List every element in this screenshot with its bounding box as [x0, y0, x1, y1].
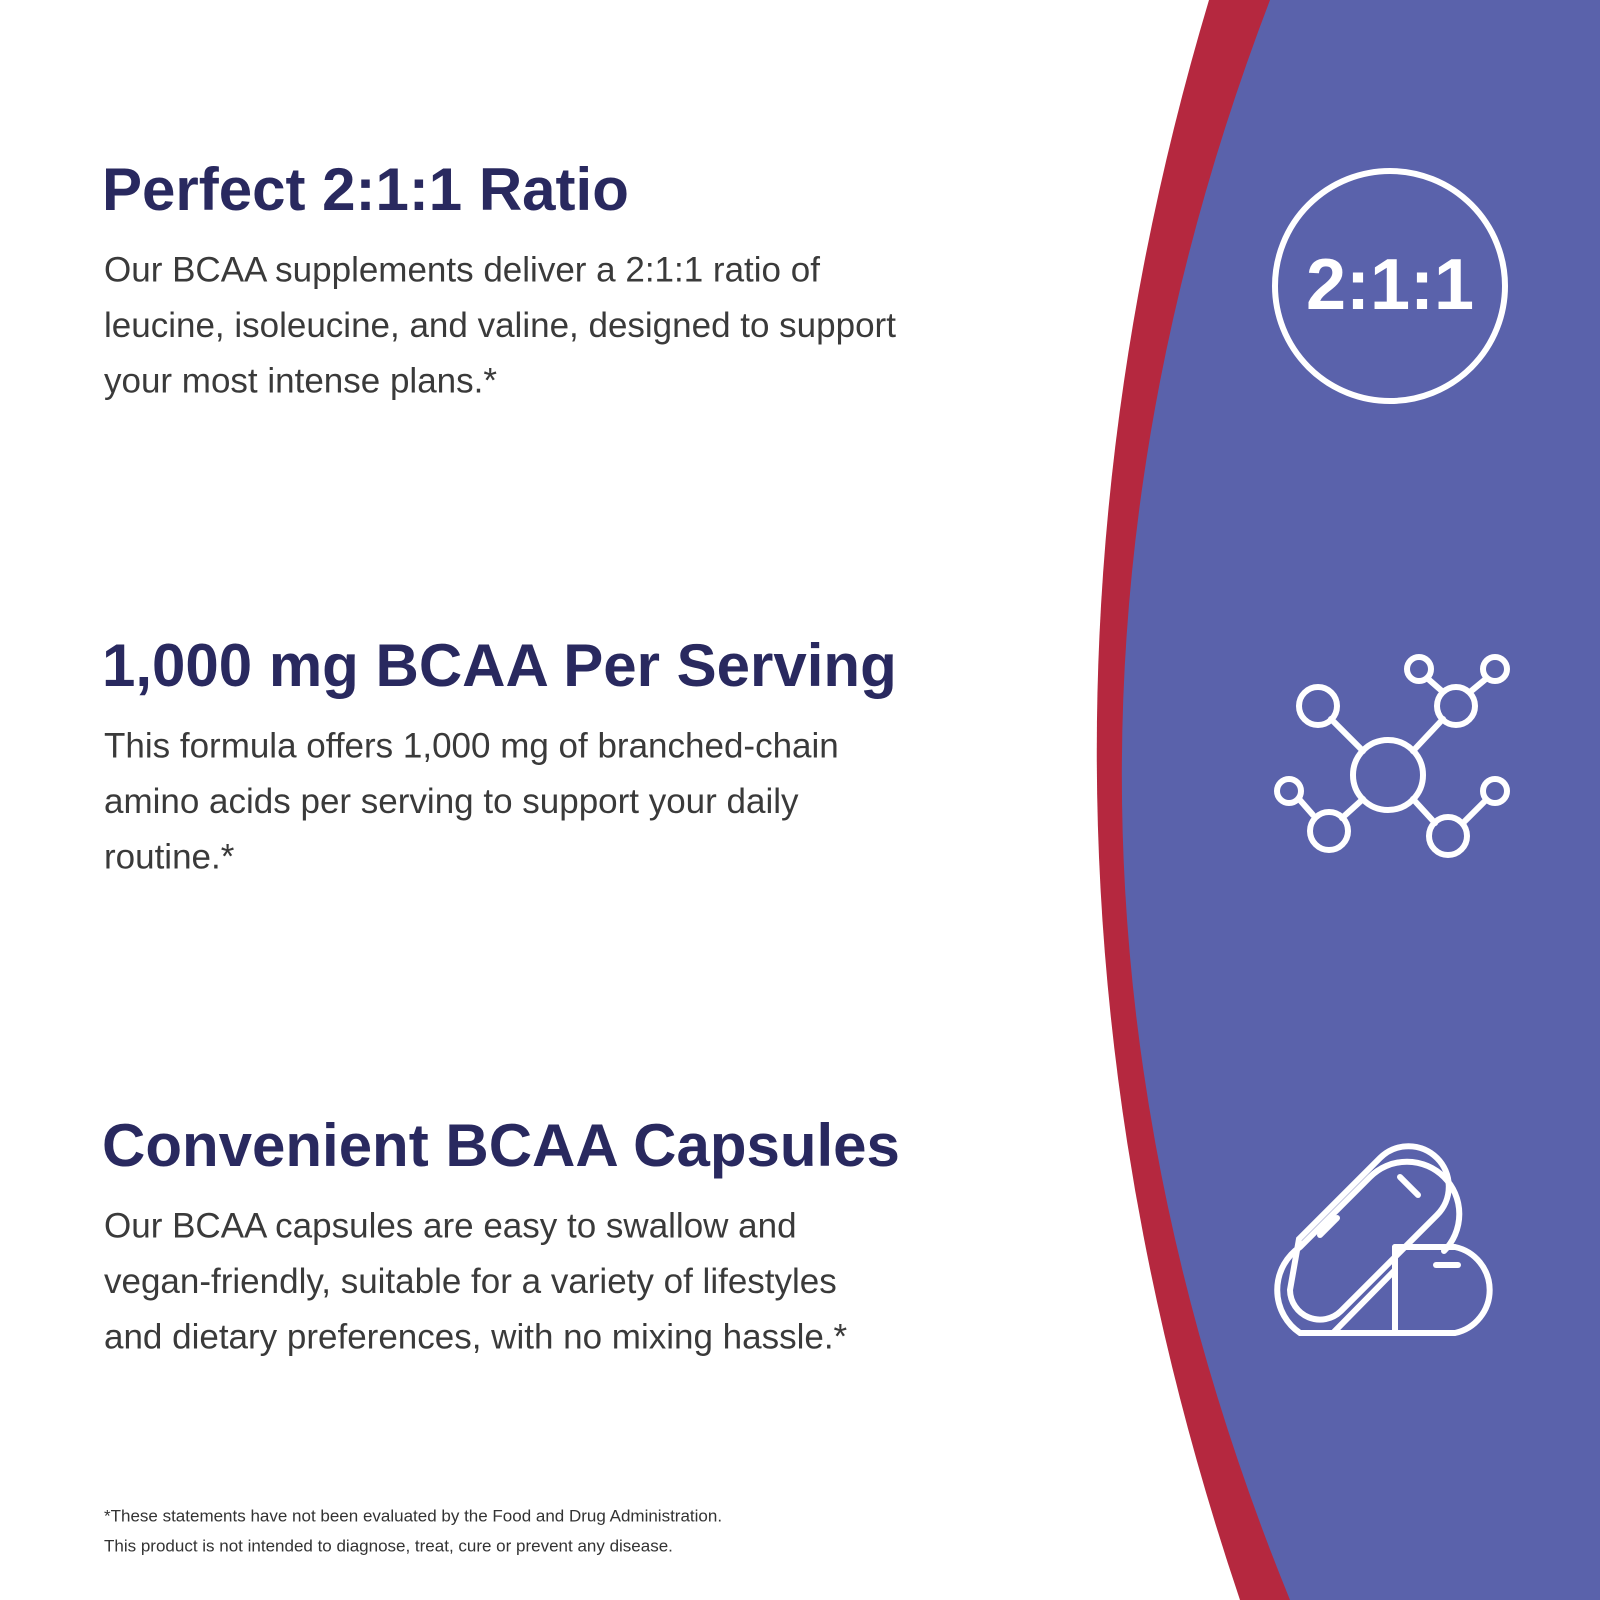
disclaimer-line: This product is not intended to diagnose…	[104, 1536, 673, 1555]
feature-title: Convenient BCAA Capsules	[102, 1112, 900, 1179]
feature-title: 1,000 mg BCAA Per Serving	[102, 632, 897, 699]
feature: Convenient BCAA Capsules Our BCAA capsule…	[102, 1112, 900, 1356]
feature-body-line: This formula offers 1,000 mg of branched…	[104, 726, 839, 765]
feature-body-line: Our BCAA supplements deliver a 2:1:1 rat…	[104, 250, 820, 289]
feature-list: Perfect 2:1:1 Ratio Our BCAA supplements …	[102, 156, 900, 1356]
ratio-circle	[1272, 168, 1508, 404]
feature-body-line: vegan-friendly, suitable for a variety o…	[104, 1262, 837, 1301]
capsule-icon	[1274, 1158, 1493, 1336]
feature-body-line: your most intense plans.*	[104, 361, 497, 400]
feature-body-line: Our BCAA capsules are easy to swallow an…	[104, 1206, 797, 1245]
feature-body-line: and dietary preferences, with no mixing …	[104, 1317, 848, 1356]
feature-body-line: amino acids per serving to support your …	[104, 782, 799, 821]
feature-title: Perfect 2:1:1 Ratio	[102, 156, 629, 223]
disclaimer-line: *These statements have not been evaluate…	[104, 1506, 722, 1525]
disclaimer: *These statements have not been evaluate…	[104, 1506, 722, 1555]
feature-body-line: routine.*	[104, 837, 235, 876]
ratio-text: 2:1:1	[1306, 245, 1474, 325]
ratio-icon: 2:1:1	[1272, 168, 1508, 404]
feature: Perfect 2:1:1 Ratio Our BCAA supplements …	[102, 156, 896, 400]
molecule-icon	[1274, 654, 1510, 1323]
feature-body-line: leucine, isoleucine, and valine, designe…	[104, 306, 896, 345]
feature: 1,000 mg BCAA Per Serving This formula of…	[102, 632, 897, 876]
